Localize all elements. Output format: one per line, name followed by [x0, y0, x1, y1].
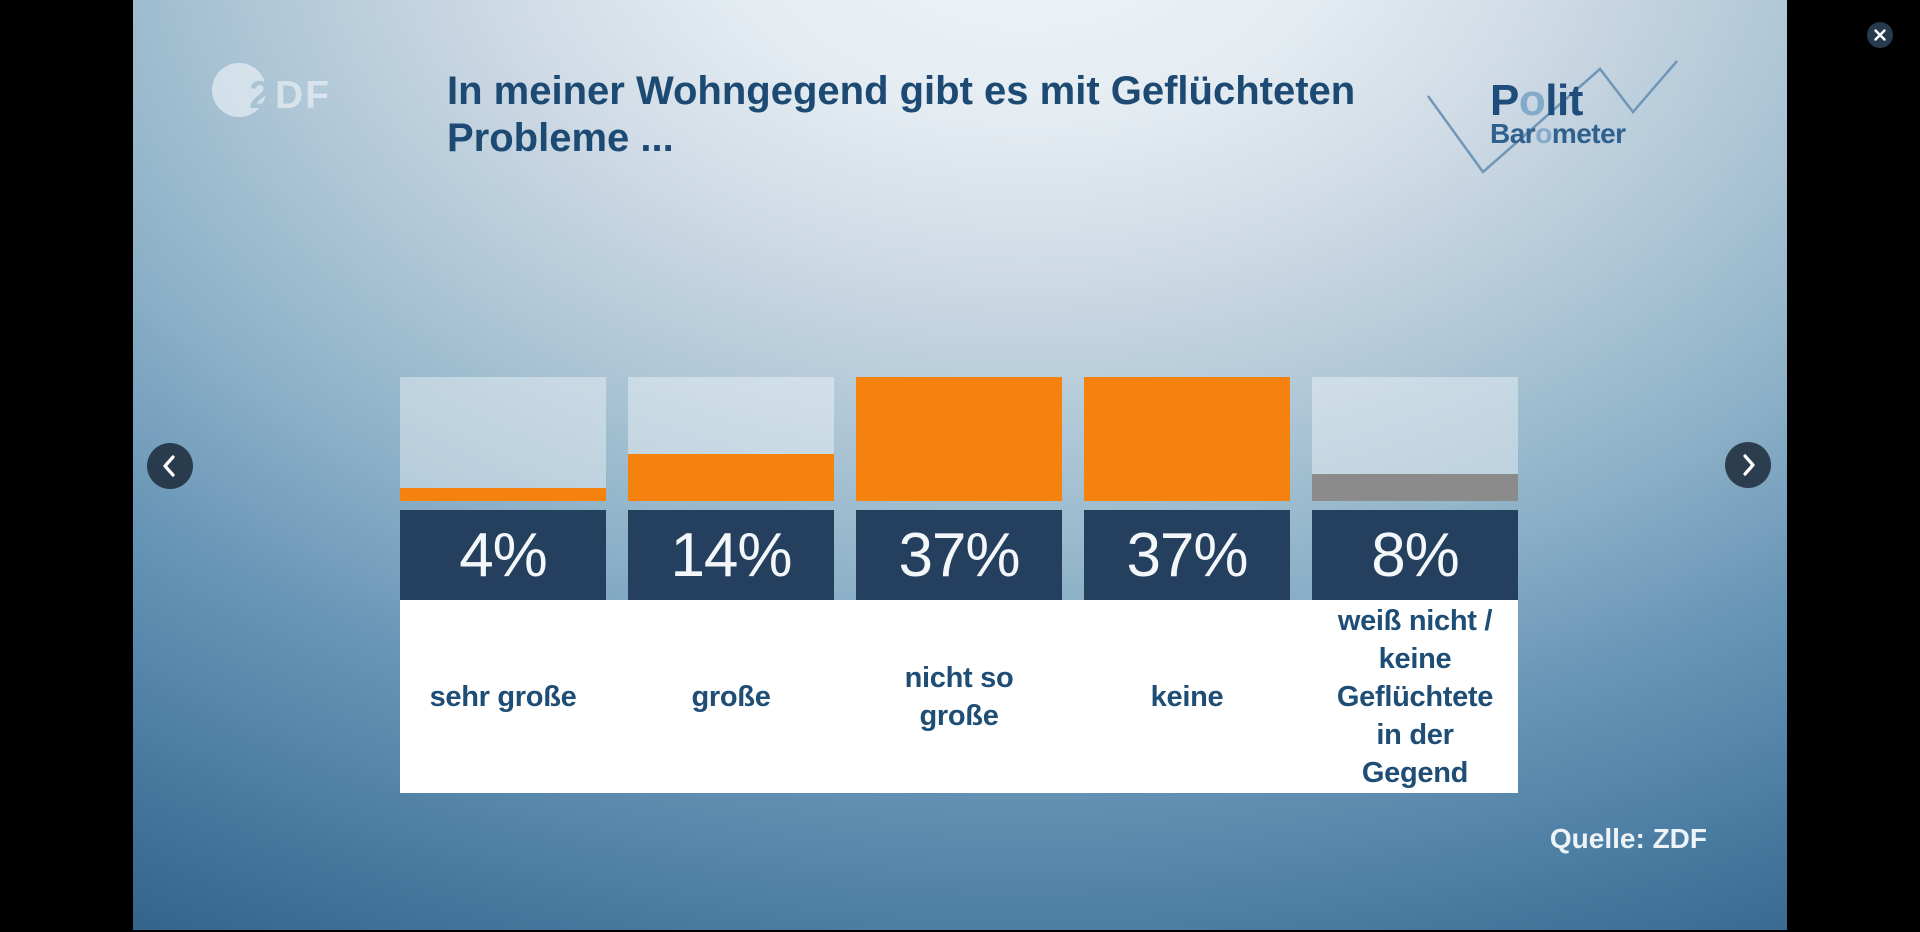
chart-title-line1: In meiner Wohngegend gibt es mit Geflüch…	[447, 69, 1356, 113]
category-label: große	[691, 680, 771, 713]
bar-chart: 4% 14% 37% 37% 8% sehr große große nicht…	[400, 377, 1518, 793]
category-label: weiß nicht / keine Geflüchtete in der Ge…	[1336, 604, 1494, 789]
category-label-band: sehr große große nicht so große keine we…	[400, 600, 1518, 793]
politbarometer-slide: 2 DF In meiner Wohngegend gibt es mit Ge…	[133, 0, 1787, 930]
bar-fill	[1084, 377, 1290, 501]
bar-track	[628, 377, 834, 501]
category-label: keine	[1150, 680, 1224, 713]
next-button[interactable]	[1725, 442, 1771, 488]
value-label: 37%	[898, 520, 1020, 590]
politbarometer-logo: Polit Barometer	[1426, 60, 1678, 174]
value-box: 37%	[1084, 510, 1290, 600]
zdf-letters: DF	[275, 74, 331, 117]
chart-title: In meiner Wohngegend gibt es mit Geflüch…	[447, 68, 1355, 162]
bar-track	[856, 377, 1062, 501]
value-label: 14%	[670, 520, 792, 590]
chevron-left-icon	[163, 455, 175, 477]
svg-text:Barometer: Barometer	[1490, 118, 1626, 149]
value-box: 14%	[628, 510, 834, 600]
category-label: nicht so große	[904, 661, 1014, 732]
bar-track	[400, 377, 606, 501]
bar-fill	[1312, 474, 1518, 501]
prev-button[interactable]	[147, 443, 193, 489]
zigzag-line-icon	[1426, 60, 1678, 174]
value-box: 37%	[856, 510, 1062, 600]
value-label: 4%	[459, 520, 548, 590]
source-caption: Quelle: ZDF	[1549, 823, 1707, 854]
value-box: 8%	[1312, 510, 1518, 600]
value-box: 4%	[400, 510, 606, 600]
chevron-right-icon	[1743, 454, 1755, 476]
value-label: 37%	[1126, 520, 1248, 590]
svg-text:Polit: Polit	[1490, 76, 1584, 125]
zdf-circle	[212, 63, 266, 117]
bar-fill	[400, 487, 606, 501]
chart-title-line2: Probleme ...	[447, 116, 674, 160]
category-label: sehr große	[429, 680, 577, 713]
value-label: 8%	[1371, 520, 1460, 590]
bar-fill	[856, 377, 1062, 501]
bar-track	[1312, 377, 1518, 501]
bar-track	[1084, 377, 1290, 501]
close-button[interactable]	[1867, 22, 1893, 48]
bar-fill	[628, 454, 834, 501]
values-row: 4% 14% 37% 37% 8%	[400, 510, 1518, 600]
zdf-logo: 2 DF	[212, 63, 331, 117]
close-icon	[1874, 29, 1886, 41]
bars-row	[400, 377, 1518, 501]
